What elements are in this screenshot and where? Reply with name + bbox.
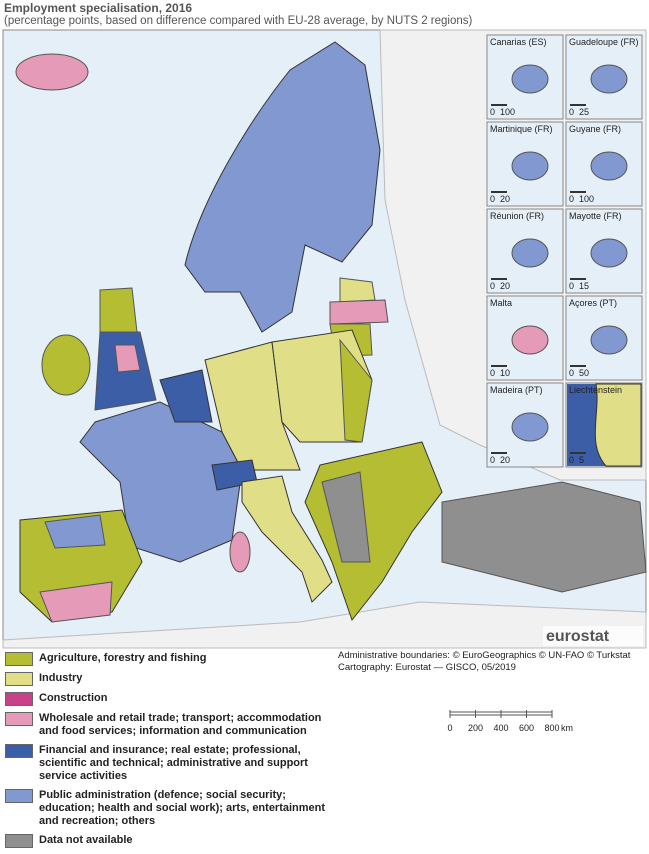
region bbox=[321, 471, 371, 563]
inset-scale-label: 100 bbox=[500, 107, 515, 117]
region bbox=[339, 277, 376, 303]
credit: Administrative boundaries: © EuroGeograp… bbox=[338, 650, 631, 661]
inset-title: Açores (PT) bbox=[569, 298, 617, 308]
legend-label: Wholesale and retail trade; transport; a… bbox=[39, 712, 322, 737]
inset-title: Liechtenstein bbox=[569, 385, 622, 395]
subtitle: (percentage points, based on difference … bbox=[4, 15, 473, 27]
legend-label: Public administration (defence; social s… bbox=[39, 789, 326, 827]
legend-label: Agriculture, forestry and fishing bbox=[39, 652, 207, 664]
region bbox=[159, 369, 213, 423]
legend-swatch bbox=[5, 834, 33, 848]
inset-region bbox=[511, 412, 549, 442]
inset-region bbox=[511, 64, 549, 94]
scale-label: 600 bbox=[519, 723, 534, 733]
region bbox=[241, 475, 333, 603]
inset-title: Canarias (ES) bbox=[490, 37, 547, 47]
credits: Administrative boundaries: © EuroGeograp… bbox=[338, 650, 630, 674]
inset-scale-label: 100 bbox=[579, 194, 594, 204]
inset-region bbox=[594, 383, 642, 467]
inset-title: Malta bbox=[490, 298, 512, 308]
inset-scale-label: 0 bbox=[490, 107, 495, 117]
inset-scale-label: 0 bbox=[569, 455, 574, 465]
inset-title: Martinique (FR) bbox=[490, 124, 553, 134]
legend-item: Construction bbox=[5, 692, 335, 706]
inset-region bbox=[590, 64, 628, 94]
inset-title: Madeira (PT) bbox=[490, 385, 543, 395]
credit: Cartography: Eurostat — GISCO, 05/2019 bbox=[338, 662, 516, 673]
legend-swatch bbox=[5, 672, 33, 686]
scale-label: 0 bbox=[447, 723, 452, 733]
inset-scale-label: 20 bbox=[500, 194, 510, 204]
scale-label: 800 bbox=[544, 723, 559, 733]
inset-scale-label: 25 bbox=[579, 107, 589, 117]
inset-scale-label: 20 bbox=[500, 455, 510, 465]
inset-scale-label: 20 bbox=[500, 281, 510, 291]
inset-scale-label: 0 bbox=[490, 194, 495, 204]
scale-label: 400 bbox=[493, 723, 508, 733]
inset-region bbox=[511, 238, 549, 268]
logo: eurostat bbox=[546, 628, 610, 645]
inset-scale-label: 0 bbox=[490, 455, 495, 465]
legend-item: Public administration (defence; social s… bbox=[5, 789, 335, 828]
inset-scale-label: 50 bbox=[579, 368, 589, 378]
region bbox=[99, 287, 138, 333]
region bbox=[44, 514, 106, 549]
legend-item: Data not available bbox=[5, 834, 335, 848]
region bbox=[15, 53, 89, 91]
inset-title: Guyane (FR) bbox=[569, 124, 621, 134]
legend-item: Wholesale and retail trade; transport; a… bbox=[5, 712, 335, 738]
inset-scale-label: 0 bbox=[490, 368, 495, 378]
inset-region bbox=[511, 325, 549, 355]
legend-swatch bbox=[5, 652, 33, 666]
inset-title: Réunion (FR) bbox=[490, 211, 544, 221]
legend-item: Agriculture, forestry and fishing bbox=[5, 652, 335, 666]
region bbox=[39, 581, 113, 623]
legend-swatch bbox=[5, 789, 33, 803]
legend-label: Financial and insurance; real estate; pr… bbox=[39, 744, 308, 782]
inset-scale-label: 0 bbox=[569, 368, 574, 378]
legend-item: Industry bbox=[5, 672, 335, 686]
inset-scale-label: 5 bbox=[579, 455, 584, 465]
legend-swatch bbox=[5, 744, 33, 758]
logo-box bbox=[543, 626, 643, 646]
inset-region bbox=[590, 238, 628, 268]
legend-label: Industry bbox=[39, 672, 83, 684]
legend-label: Construction bbox=[39, 692, 108, 704]
region bbox=[339, 338, 373, 443]
scale-label: 200 bbox=[468, 723, 483, 733]
legend-item: Financial and insurance; real estate; pr… bbox=[5, 744, 335, 783]
inset-scale-label: 0 bbox=[569, 194, 574, 204]
inset-scale-label: 0 bbox=[490, 281, 495, 291]
legend: Agriculture, forestry and fishing Industr… bbox=[5, 652, 335, 854]
region bbox=[184, 41, 381, 333]
inset-region bbox=[590, 151, 628, 181]
region bbox=[329, 299, 389, 325]
inset-region bbox=[590, 325, 628, 355]
region bbox=[41, 334, 91, 396]
inset-title: Mayotte (FR) bbox=[569, 211, 622, 221]
inset-region bbox=[511, 151, 549, 181]
inset-title: Guadeloupe (FR) bbox=[569, 37, 639, 47]
legend-label: Data not available bbox=[39, 834, 133, 846]
scale-unit: km bbox=[561, 723, 573, 733]
region bbox=[441, 481, 647, 593]
inset-scale-label: 10 bbox=[500, 368, 510, 378]
legend-swatch bbox=[5, 712, 33, 726]
inset-scale-label: 15 bbox=[579, 281, 589, 291]
inset-scale-label: 0 bbox=[569, 107, 574, 117]
region bbox=[229, 531, 251, 573]
inset-scale-label: 0 bbox=[569, 281, 574, 291]
region bbox=[114, 344, 141, 373]
legend-swatch bbox=[5, 692, 33, 706]
title: Employment specialisation, 2016 bbox=[4, 1, 193, 15]
non-eu-land bbox=[2, 601, 647, 649]
